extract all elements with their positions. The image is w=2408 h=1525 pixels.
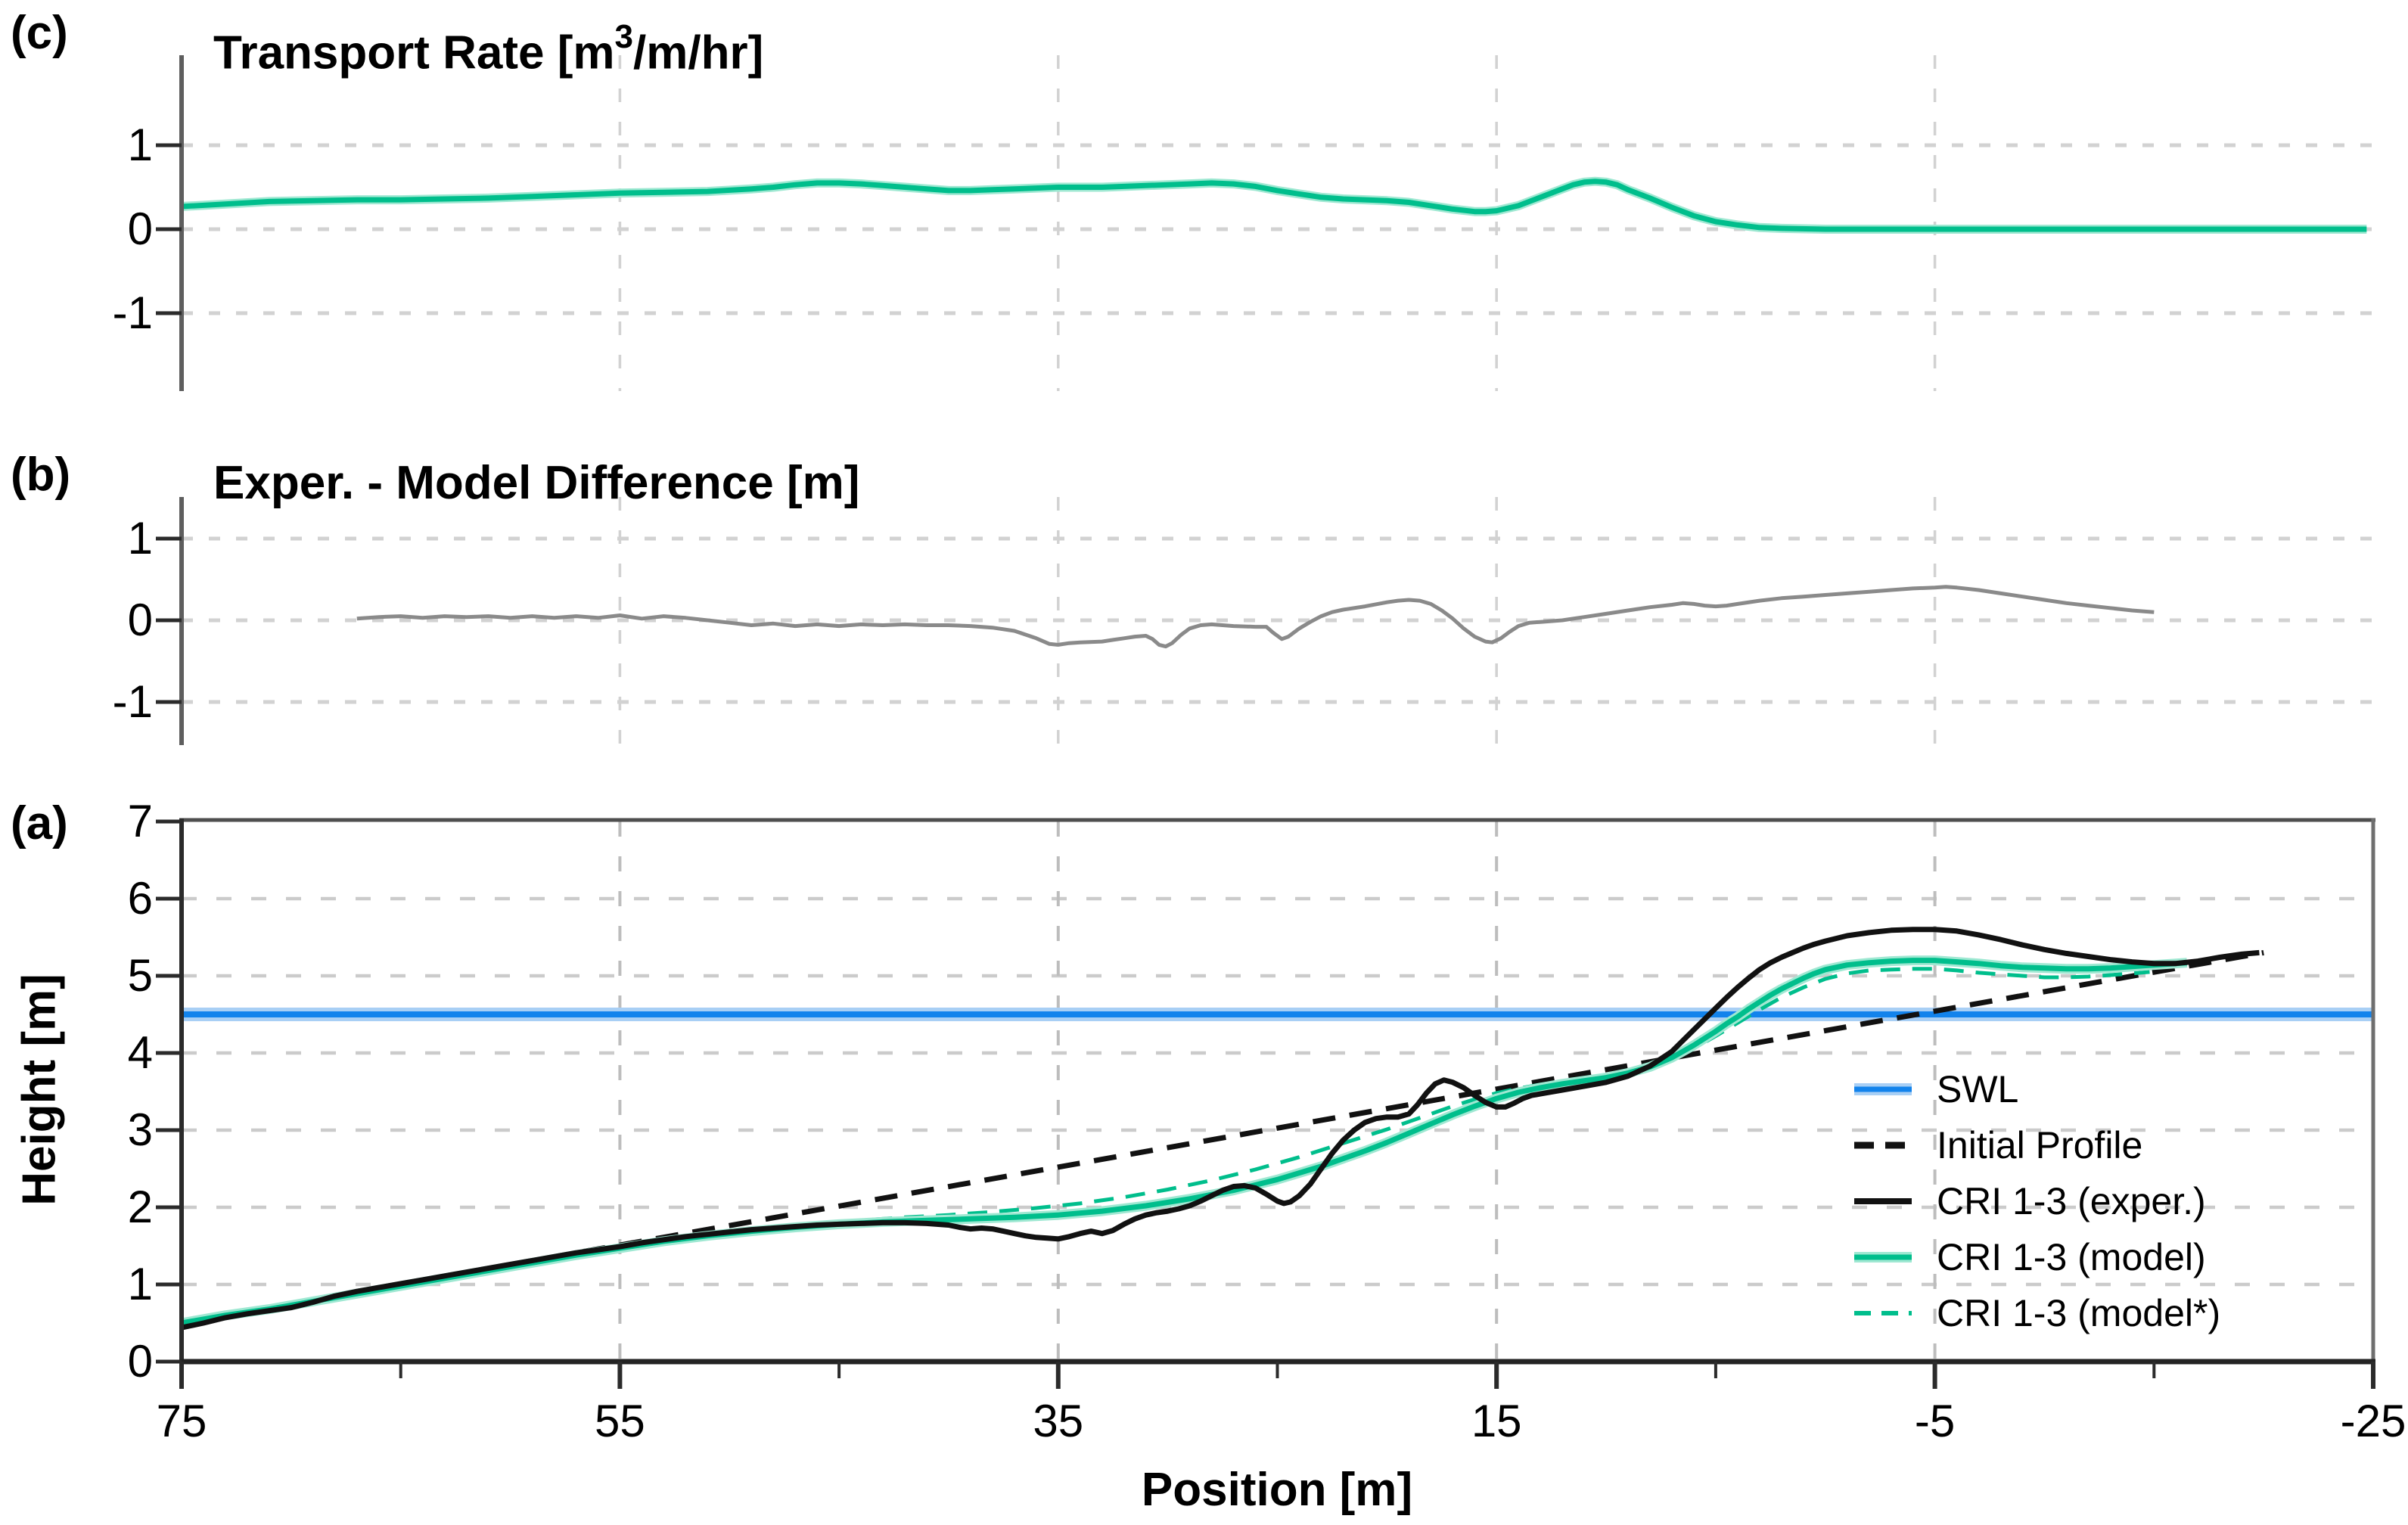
legend-label-cri-model: CRI 1-3 (model): [1937, 1236, 2206, 1278]
series-exper_minus_model_difference: [356, 585, 2155, 649]
legend-label-initial-profile: Initial Profile: [1937, 1124, 2143, 1166]
panel-c-title-prefix: Transport Rate [m: [213, 26, 615, 79]
y-tick-label: 5: [127, 950, 153, 1001]
panel-c-title: Transport Rate [m3/m/hr]: [213, 18, 764, 80]
panel-c-title-superscript: 3: [614, 18, 634, 55]
legend-label-cri-model-star: CRI 1-3 (model*): [1937, 1292, 2221, 1334]
green-dashed-swatch-icon: [1854, 1311, 1912, 1315]
y-tick-label: 1: [127, 1259, 153, 1309]
swl-line-swatch-icon: [1854, 1083, 1912, 1095]
series-transport_rate_model: [181, 179, 2367, 232]
legend-item-cri-model: CRI 1-3 (model): [1852, 1229, 2206, 1285]
y-tick-label: 0: [127, 595, 153, 645]
x-axis-label-position: Position [m]: [1141, 1464, 1413, 1516]
y-tick-label: 2: [127, 1182, 153, 1232]
y-tick-label: 4: [127, 1027, 153, 1078]
y-tick-label: -1: [112, 676, 153, 727]
y-tick-label: 7: [127, 796, 153, 846]
panel-a-letter: (a): [11, 797, 68, 849]
x-tick-label: -25: [2340, 1396, 2406, 1446]
y-tick-label: 3: [127, 1104, 153, 1155]
panel-c-letter: (c): [11, 7, 68, 59]
legend-item-initial-profile: Initial Profile: [1852, 1117, 2142, 1173]
legend-item-cri-model-star: CRI 1-3 (model*): [1852, 1285, 2220, 1341]
series-cri-exper: [181, 927, 2260, 1331]
y-tick-label: 0: [127, 203, 153, 254]
x-tick-label: 35: [1033, 1396, 1084, 1446]
x-tick-label: -5: [1914, 1396, 1956, 1446]
green-line-swatch-icon: [1854, 1252, 1912, 1263]
y-tick-label: 1: [127, 120, 153, 170]
legend-item-cri-exper: CRI 1-3 (exper.): [1852, 1173, 2206, 1229]
legend-label-cri-exper: CRI 1-3 (exper.): [1937, 1180, 2206, 1222]
legend-label-swl: SWL: [1937, 1068, 2019, 1110]
dashed-line-swatch-icon: [1854, 1141, 1912, 1149]
black-line-swatch-icon: [1854, 1198, 1912, 1204]
y-tick-label: 0: [127, 1336, 153, 1387]
panel-c-title-suffix: /m/hr]: [633, 26, 764, 79]
y-tick-label: -1: [112, 287, 153, 338]
x-tick-label: 15: [1471, 1396, 1522, 1446]
panel-b-letter: (b): [11, 449, 71, 501]
y-tick-label: 6: [127, 873, 153, 924]
x-tick-label: 55: [595, 1396, 645, 1446]
panel-b-title: Exper. - Model Difference [m]: [213, 457, 860, 509]
x-tick-label: 75: [156, 1396, 207, 1446]
legend-item-swl: SWL: [1852, 1061, 2018, 1117]
y-tick-label: 1: [127, 513, 153, 564]
